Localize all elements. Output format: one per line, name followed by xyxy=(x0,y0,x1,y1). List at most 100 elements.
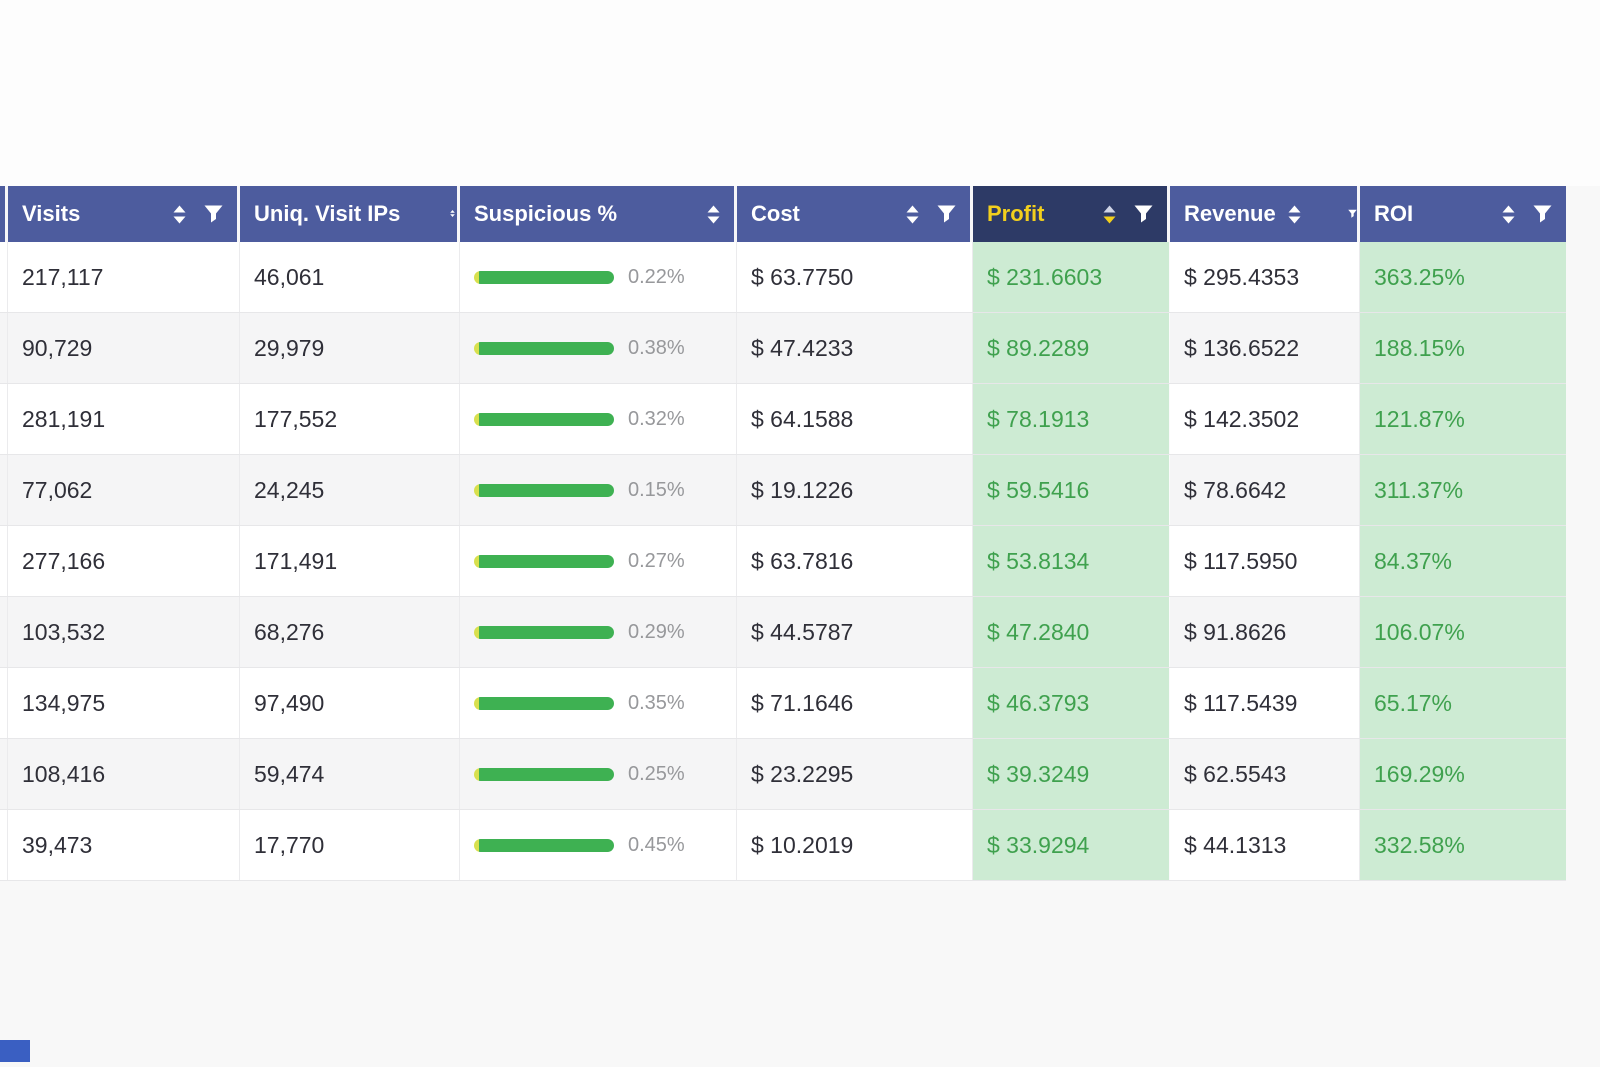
table-row: 277,166 171,491 0.27% $ 63.7816 $ 53.8134 $ 1… xyxy=(0,526,1566,597)
cell-revenue: $ 91.8626 xyxy=(1170,597,1360,667)
cell-uniq_ips: 46,061 xyxy=(240,242,460,312)
filter-icon[interactable] xyxy=(937,205,956,224)
cell-uniq_ips: 97,490 xyxy=(240,668,460,738)
cell-visits: 103,532 xyxy=(8,597,240,667)
cell-profit: $ 33.9294 xyxy=(973,810,1170,880)
cell-uniq_ips: 24,245 xyxy=(240,455,460,525)
filter-icon[interactable] xyxy=(204,205,223,224)
column-label-suspicious: Suspicious % xyxy=(474,201,618,226)
cell-profit: $ 59.5416 xyxy=(973,455,1170,525)
cell-cost: $ 71.1646 xyxy=(737,668,973,738)
clipped-cell xyxy=(0,455,8,525)
suspicious-progress-bar xyxy=(474,696,614,710)
cell-roi: 311.37% xyxy=(1360,455,1566,525)
column-header-uniq_ips[interactable]: Uniq. Visit IPs xyxy=(240,186,460,242)
cell-visits: 134,975 xyxy=(8,668,240,738)
sort-icon[interactable] xyxy=(1103,205,1116,224)
cell-visits: 108,416 xyxy=(8,739,240,809)
suspicious-progress-bar xyxy=(474,341,614,355)
sort-icon[interactable] xyxy=(173,205,186,224)
cell-roi: 65.17% xyxy=(1360,668,1566,738)
cell-roi: 363.25% xyxy=(1360,242,1566,312)
bar-yellow-tip xyxy=(474,625,479,639)
column-header-cost[interactable]: Cost xyxy=(737,186,973,242)
bar-yellow-tip xyxy=(474,412,479,426)
cell-cost: $ 63.7816 xyxy=(737,526,973,596)
cell-uniq_ips: 29,979 xyxy=(240,313,460,383)
cell-roi: 188.15% xyxy=(1360,313,1566,383)
cell-revenue: $ 78.6642 xyxy=(1170,455,1360,525)
filter-icon[interactable] xyxy=(1533,205,1552,224)
column-label-profit: Profit xyxy=(987,201,1045,226)
table-row: 217,117 46,061 0.22% $ 63.7750 $ 231.6603 $ 2… xyxy=(0,242,1566,313)
suspicious-progress-bar xyxy=(474,625,614,639)
bar-yellow-tip xyxy=(474,483,479,497)
cell-profit: $ 47.2840 xyxy=(973,597,1170,667)
sort-icon[interactable] xyxy=(707,205,720,224)
cell-visits: 277,166 xyxy=(8,526,240,596)
cell-profit: $ 53.8134 xyxy=(973,526,1170,596)
suspicious-percent-label: 0.35% xyxy=(628,691,685,714)
table-body: 217,117 46,061 0.22% $ 63.7750 $ 231.6603 $ 2… xyxy=(0,242,1566,881)
bar-green-fill xyxy=(479,767,614,781)
cell-roi: 121.87% xyxy=(1360,384,1566,454)
column-header-profit[interactable]: Profit xyxy=(973,186,1170,242)
cell-revenue: $ 136.6522 xyxy=(1170,313,1360,383)
clipped-cell xyxy=(0,668,8,738)
bar-green-fill xyxy=(479,341,614,355)
cell-uniq_ips: 17,770 xyxy=(240,810,460,880)
cell-suspicious: 0.22% xyxy=(460,242,737,312)
bar-yellow-tip xyxy=(474,270,479,284)
cell-revenue: $ 117.5950 xyxy=(1170,526,1360,596)
bar-green-fill xyxy=(479,625,614,639)
cell-revenue: $ 295.4353 xyxy=(1170,242,1360,312)
cell-cost: $ 63.7750 xyxy=(737,242,973,312)
clipped-cell xyxy=(0,810,8,880)
bar-green-fill xyxy=(479,270,614,284)
column-header-roi[interactable]: ROI xyxy=(1360,186,1566,242)
cell-roi: 106.07% xyxy=(1360,597,1566,667)
column-label-uniq_ips: Uniq. Visit IPs xyxy=(254,201,401,226)
cell-profit: $ 231.6603 xyxy=(973,242,1170,312)
filter-icon-clipped[interactable] xyxy=(1348,205,1357,224)
cell-suspicious: 0.25% xyxy=(460,739,737,809)
bottom-left-blue-mark xyxy=(0,1040,30,1062)
clipped-cell xyxy=(0,242,8,312)
table-row: 281,191 177,552 0.32% $ 64.1588 $ 78.1913 $ 1… xyxy=(0,384,1566,455)
column-header-visits[interactable]: Visits xyxy=(8,186,240,242)
column-header-suspicious[interactable]: Suspicious % xyxy=(460,186,737,242)
bar-green-fill xyxy=(479,554,614,568)
cell-roi: 84.37% xyxy=(1360,526,1566,596)
suspicious-percent-label: 0.22% xyxy=(628,265,685,288)
sort-icon[interactable] xyxy=(906,205,919,224)
cell-roi: 332.58% xyxy=(1360,810,1566,880)
filter-icon[interactable] xyxy=(1134,205,1153,224)
clipped-cell xyxy=(0,739,8,809)
suspicious-percent-label: 0.32% xyxy=(628,407,685,430)
bar-green-fill xyxy=(479,838,614,852)
sort-icon[interactable] xyxy=(1502,205,1515,224)
suspicious-percent-label: 0.25% xyxy=(628,762,685,785)
cell-suspicious: 0.27% xyxy=(460,526,737,596)
suspicious-percent-label: 0.27% xyxy=(628,549,685,572)
page-background-top xyxy=(0,0,1600,186)
cell-uniq_ips: 68,276 xyxy=(240,597,460,667)
sort-icon[interactable] xyxy=(1288,205,1301,224)
cell-visits: 77,062 xyxy=(8,455,240,525)
cell-revenue: $ 117.5439 xyxy=(1170,668,1360,738)
cell-visits: 217,117 xyxy=(8,242,240,312)
column-label-cost: Cost xyxy=(751,201,800,226)
column-header-revenue[interactable]: Revenue xyxy=(1170,186,1360,242)
cell-uniq_ips: 177,552 xyxy=(240,384,460,454)
cell-cost: $ 64.1588 xyxy=(737,384,973,454)
cell-suspicious: 0.32% xyxy=(460,384,737,454)
cell-cost: $ 10.2019 xyxy=(737,810,973,880)
clipped-cell xyxy=(0,384,8,454)
suspicious-progress-bar xyxy=(474,270,614,284)
cell-cost: $ 47.4233 xyxy=(737,313,973,383)
sort-icon-clipped[interactable] xyxy=(450,204,455,224)
suspicious-progress-bar xyxy=(474,412,614,426)
bar-yellow-tip xyxy=(474,554,479,568)
cell-suspicious: 0.45% xyxy=(460,810,737,880)
suspicious-progress-bar xyxy=(474,767,614,781)
